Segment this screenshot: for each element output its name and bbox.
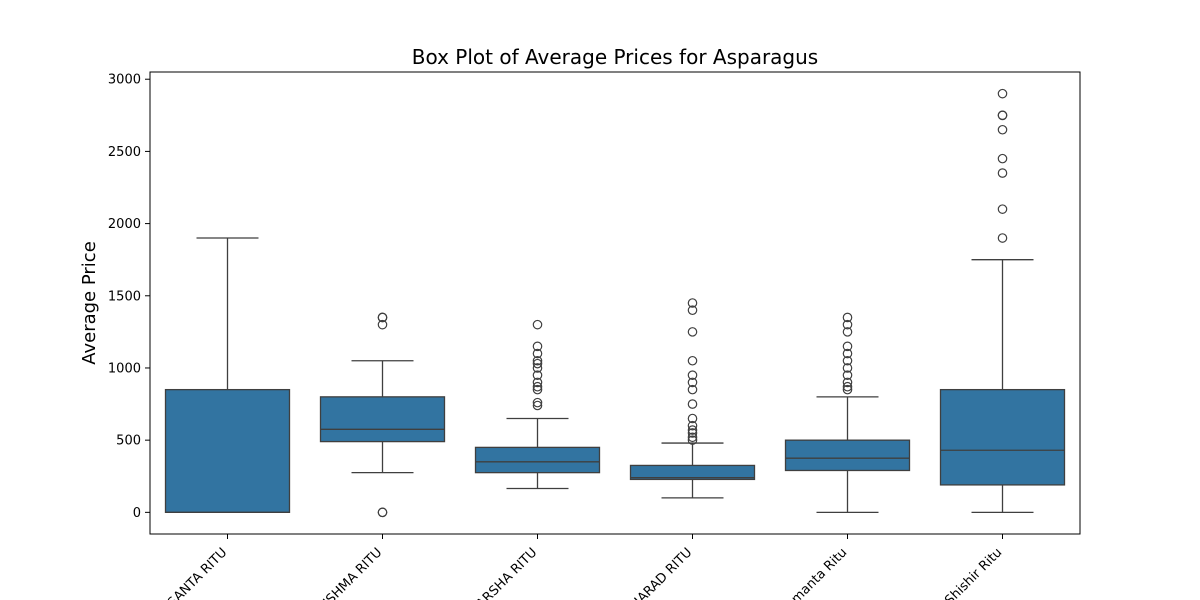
box-series-5 [939, 88, 1066, 513]
outlier-point [532, 377, 543, 388]
outlier-point [997, 124, 1008, 135]
outlier-point [687, 399, 698, 409]
x-tick-label: SHARAD RITU [622, 545, 695, 600]
outlier-point [532, 358, 543, 369]
box-series-4 [784, 312, 911, 513]
outlier-point [532, 397, 543, 408]
outlier-point [997, 153, 1008, 164]
outlier-point [687, 370, 698, 380]
outlier-point [997, 168, 1008, 178]
outlier-point [532, 400, 543, 411]
y-tick-label: 3000 [108, 73, 141, 88]
outlier-point [532, 319, 543, 330]
outlier-point [842, 341, 853, 352]
outlier-point [532, 370, 543, 380]
x-tick-label: VASANTA RITU [153, 545, 230, 600]
iqr-box [784, 439, 911, 472]
y-tick-label: 500 [116, 434, 141, 449]
outlier-point [532, 355, 543, 366]
outlier-point [842, 348, 853, 359]
box-series-2 [474, 319, 601, 490]
y-axis: 0 500 1000 1500 2000 2500 3000 [108, 73, 150, 521]
iqr-box [319, 396, 446, 443]
outlier-point [532, 384, 543, 395]
outlier-point [997, 233, 1008, 243]
x-tick-label: Hemanta Ritu [776, 545, 850, 600]
iqr-box [629, 464, 756, 481]
outlier-point [842, 377, 853, 388]
outlier-point [687, 435, 698, 445]
outlier-point [687, 384, 698, 395]
outlier-point [532, 348, 543, 359]
outlier-point [687, 305, 698, 316]
outlier-point [532, 341, 543, 352]
outlier-point [687, 425, 698, 435]
outlier-point [842, 319, 853, 330]
y-tick-label: 1500 [108, 289, 141, 304]
y-tick-label: 0 [133, 506, 141, 521]
box-series-1 [319, 312, 446, 518]
outlier-point [377, 507, 388, 518]
outlier-point [842, 381, 853, 392]
y-tick-label: 2500 [108, 145, 141, 160]
box-series-0 [164, 237, 291, 513]
x-tick-label: GRISHMA RITU [307, 545, 385, 600]
iqr-box [164, 388, 291, 513]
outlier-point [842, 370, 853, 380]
y-tick-label: 1000 [108, 361, 141, 376]
outlier-point [842, 327, 853, 337]
outlier-point [687, 413, 698, 424]
outlier-point [687, 428, 698, 438]
box-series-3 [629, 298, 756, 499]
outlier-point [842, 355, 853, 366]
iqr-box [939, 388, 1066, 486]
outlier-point [997, 110, 1008, 121]
plot-frame [149, 71, 1081, 535]
outlier-point [842, 363, 853, 373]
outlier-point [687, 327, 698, 337]
x-tick-label: VARSHA RITU [468, 545, 540, 600]
outlier-point [997, 88, 1008, 99]
boxes-group [164, 88, 1066, 518]
outlier-point [842, 384, 853, 395]
outlier-point [377, 319, 388, 330]
y-axis-label: Average Price [79, 241, 100, 365]
outlier-point [687, 432, 698, 443]
y-tick-label: 2000 [108, 217, 141, 232]
outlier-point [687, 420, 698, 431]
iqr-box [474, 446, 601, 474]
outlier-point [997, 204, 1008, 214]
outlier-point [532, 363, 543, 373]
x-axis: VASANTA RITU GRISHMA RITU VARSHA RITU SHARA… [153, 534, 1005, 600]
outlier-point [687, 298, 698, 308]
outlier-point [687, 355, 698, 366]
outlier-point [687, 377, 698, 388]
outlier-point [842, 312, 853, 323]
x-tick-label: Shishir Ritu [942, 545, 1005, 600]
outlier-point [377, 312, 388, 323]
outlier-point [532, 381, 543, 392]
chart-title: Box Plot of Average Prices for Asparagus [412, 45, 818, 69]
